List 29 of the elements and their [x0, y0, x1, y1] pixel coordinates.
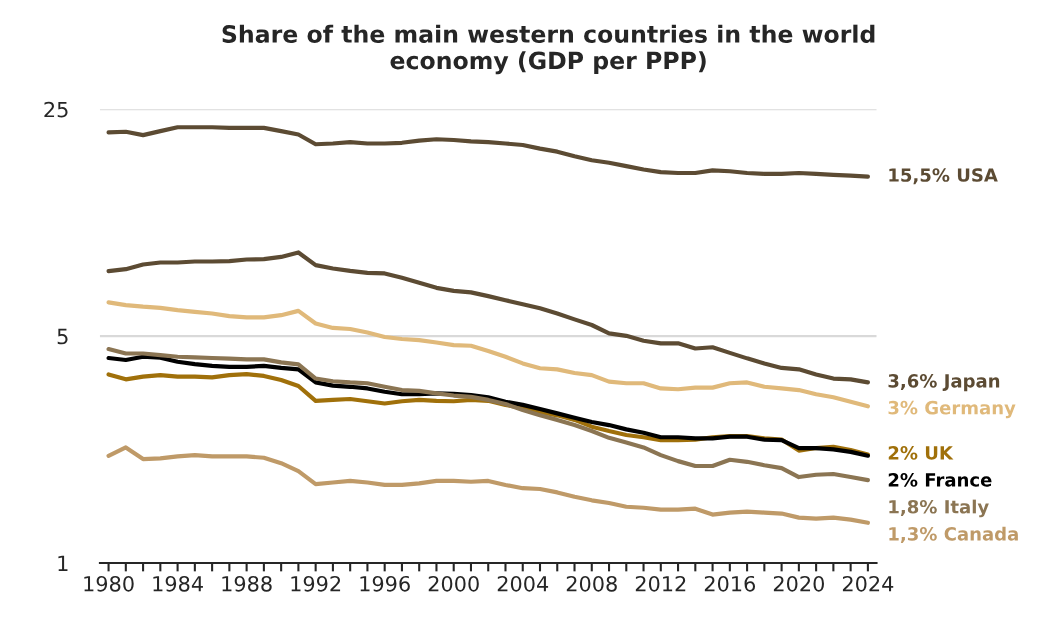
series-label: 2% UK — [888, 446, 954, 460]
line-series — [106, 300, 870, 409]
x-tick-label: 1980 — [84, 575, 134, 592]
series-label: 3% Germany — [888, 400, 1016, 419]
x-tick-label: 1992 — [291, 575, 341, 592]
series-label: 3,6% Japan — [888, 374, 1000, 392]
y-tick-label: 1 — [58, 555, 68, 571]
x-tick-label: 2004 — [497, 575, 549, 592]
x-tick-label: 2020 — [773, 575, 824, 592]
chart-title: Share of the main western countries in the world economy (GDP per PPP) — [222, 24, 875, 75]
line-series — [106, 354, 870, 458]
series-label: 2% France — [888, 473, 992, 487]
x-tick-label: 1988 — [222, 575, 272, 592]
series-label: 1,3% Canada — [889, 526, 1018, 543]
y-tick-label: 25 — [44, 101, 68, 118]
x-tick-label: 2016 — [704, 575, 756, 592]
x-tick-label: 2000 — [428, 575, 479, 592]
y-tick-label: 5 — [57, 328, 68, 345]
line-series — [106, 125, 870, 179]
x-tick-label: 2008 — [566, 575, 617, 592]
x-tick-label: 1984 — [153, 575, 203, 592]
series-label: 15,5% USA — [889, 168, 998, 185]
series-label: 1,8% Italy — [889, 499, 989, 518]
x-tick-label: 2024 — [842, 575, 894, 592]
x-tick-label: 1996 — [360, 575, 410, 592]
line-series — [106, 347, 870, 483]
x-tick-label: 2012 — [635, 575, 686, 592]
line-series — [106, 250, 870, 385]
line-series — [106, 445, 870, 525]
